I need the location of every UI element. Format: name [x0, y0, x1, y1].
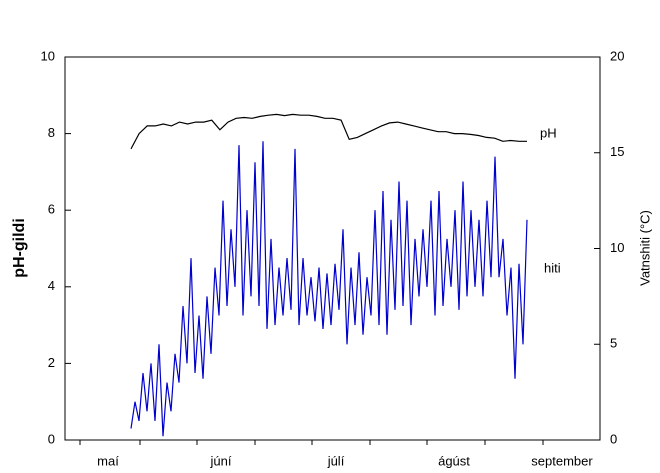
y2-axis-label: Vatnshiti (°C)	[637, 210, 652, 286]
y2-tick-label: 20	[610, 48, 624, 63]
series-line	[130, 113, 527, 150]
y-tick-label: 8	[48, 125, 55, 140]
y-tick-label: 10	[41, 48, 55, 63]
series-line	[130, 141, 528, 437]
y2-tick-label: 5	[610, 336, 617, 351]
y2-tick-label: 0	[610, 431, 617, 446]
y-tick-label: 0	[48, 431, 55, 446]
y2-tick-label: 15	[610, 144, 624, 159]
y-tick-label: 4	[48, 278, 55, 293]
x-tick-label: maí	[97, 453, 119, 468]
x-tick-label: júlí	[327, 453, 345, 468]
x-tick-label: ágúst	[438, 453, 470, 468]
y2-tick-label: 10	[610, 240, 624, 255]
y-tick-label: 6	[48, 202, 55, 217]
y-tick-label: 2	[48, 355, 55, 370]
series-label: pH	[540, 125, 557, 140]
x-tick-label: júní	[210, 453, 232, 468]
series-label: hiti	[544, 260, 561, 275]
y-axis-label: pH-gildi	[11, 218, 28, 278]
plot-frame	[64, 56, 601, 441]
x-tick-label: september	[531, 453, 593, 468]
